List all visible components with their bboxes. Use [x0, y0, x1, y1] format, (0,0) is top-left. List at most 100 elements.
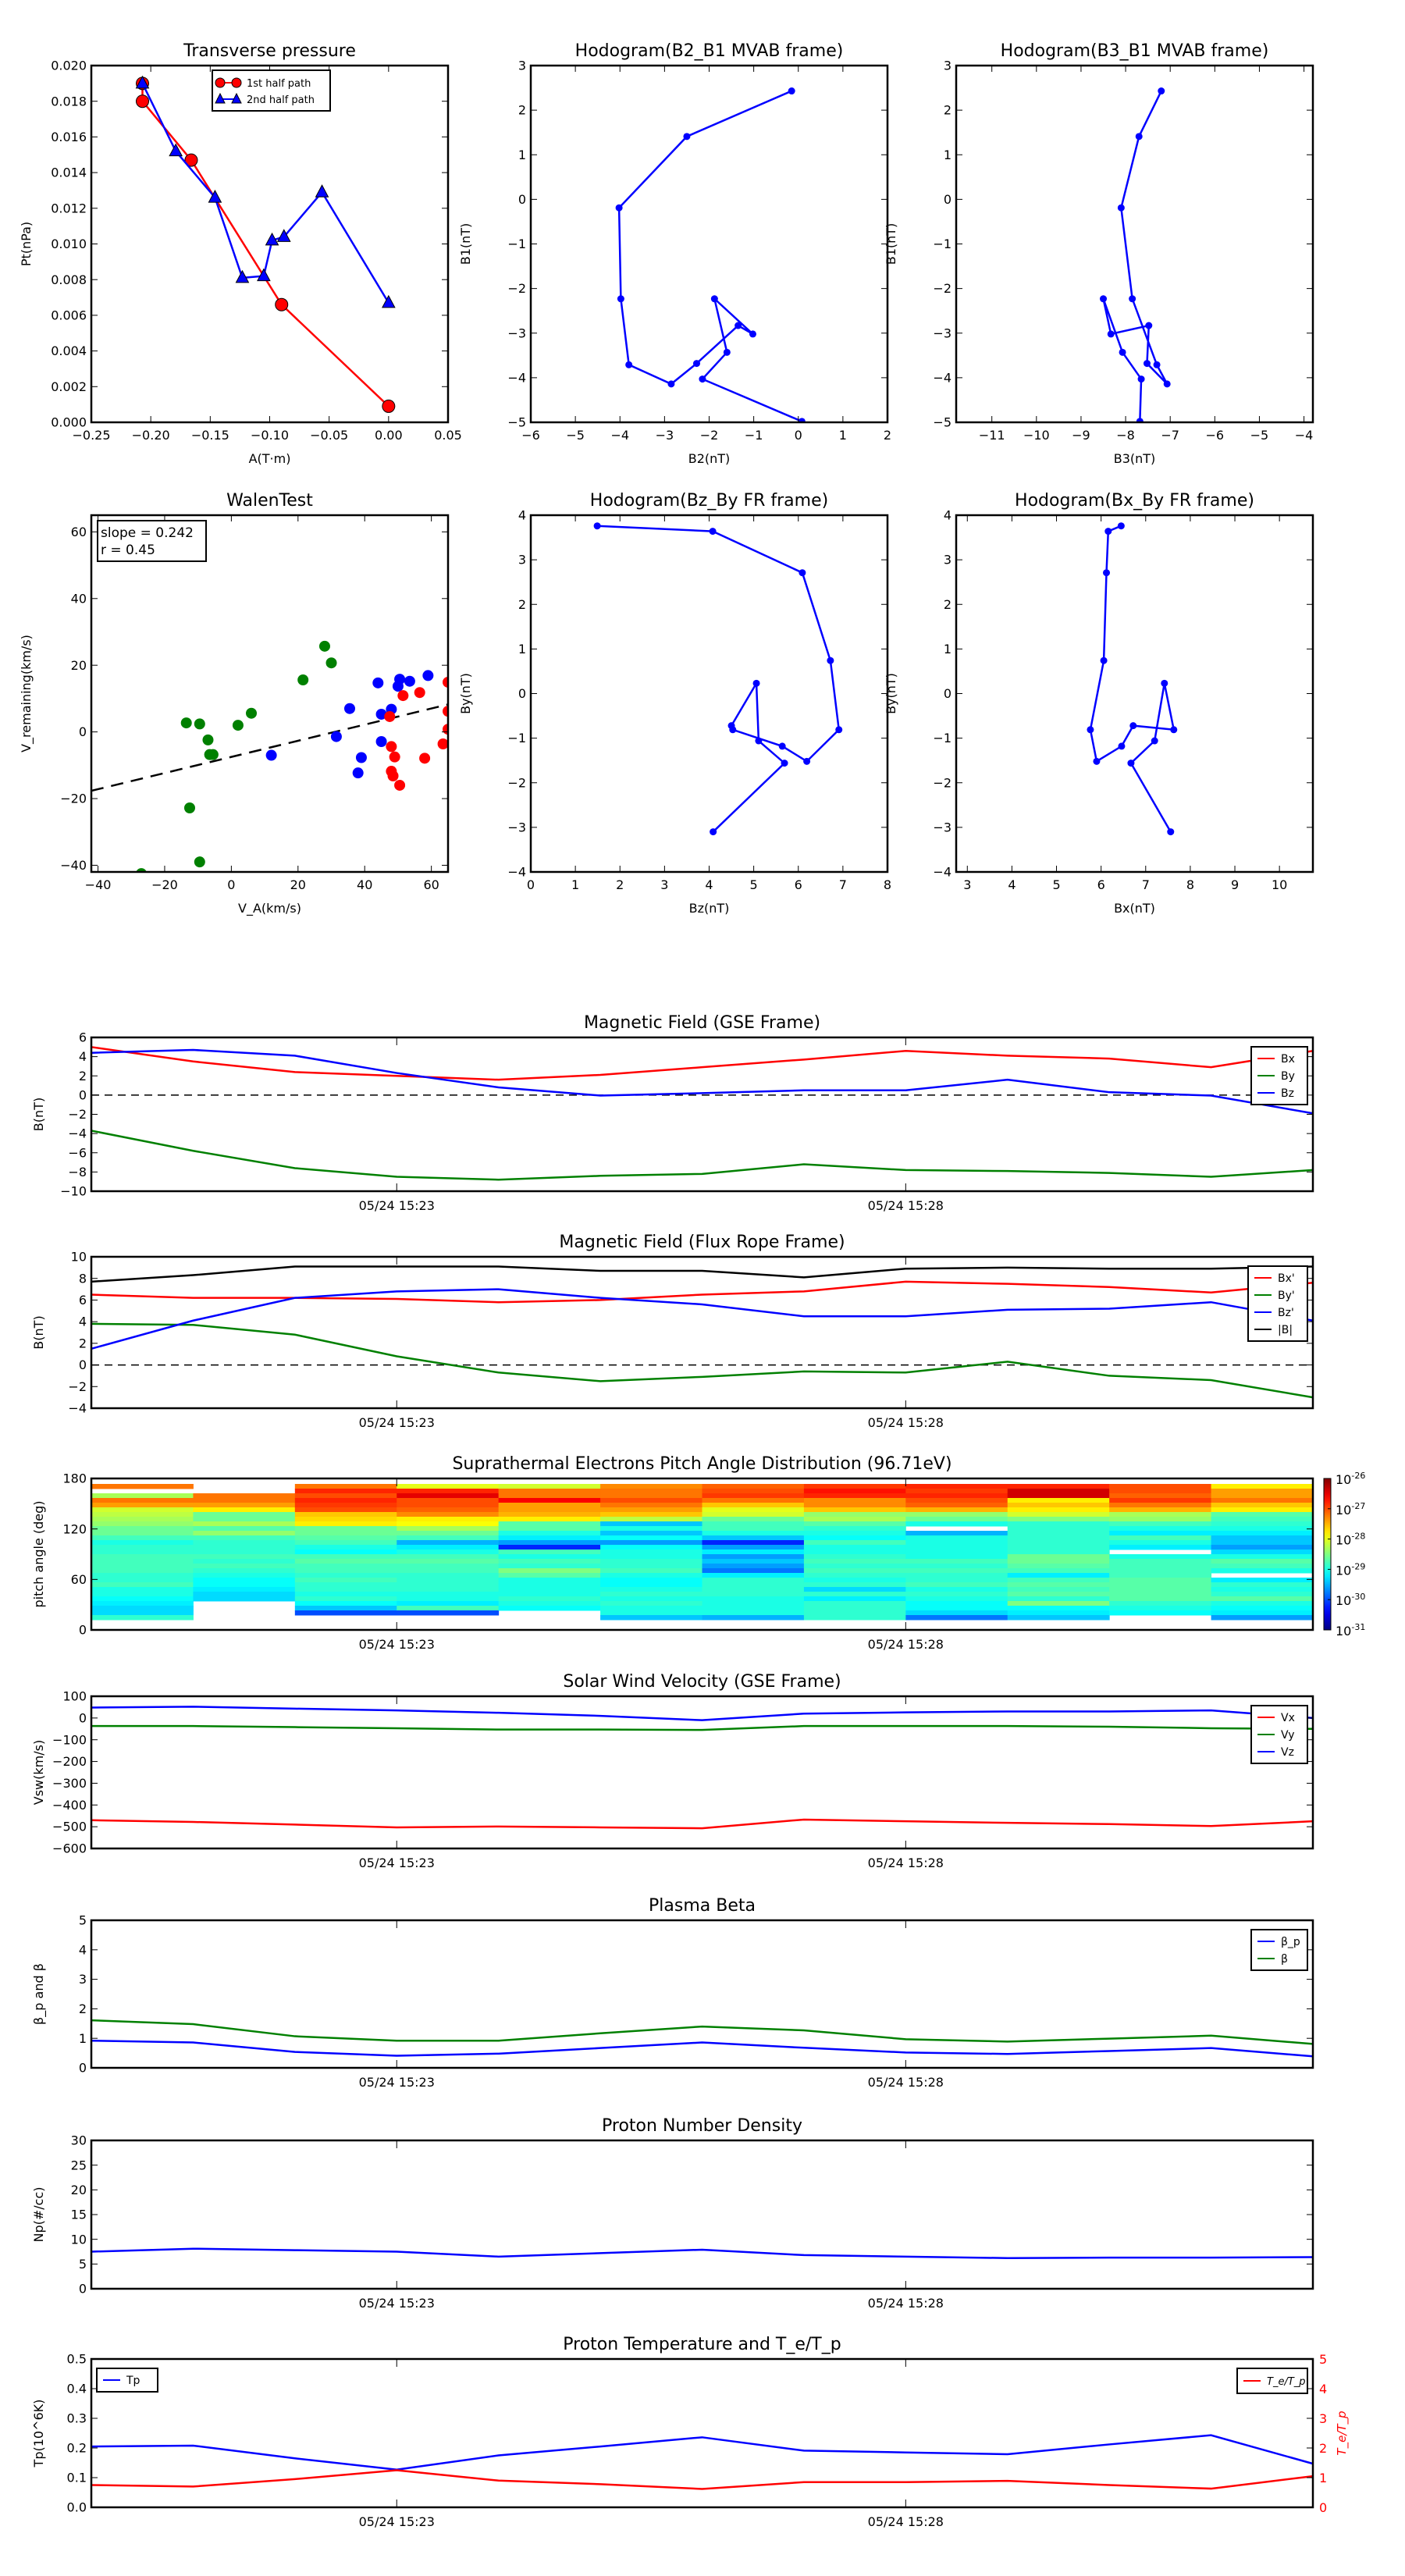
heatmap-cell — [1007, 1512, 1110, 1517]
heatmap-cell — [294, 1601, 397, 1606]
y-tick-label: 6 — [79, 1293, 87, 1308]
heatmap-cell — [91, 1578, 194, 1583]
heatmap-cell — [397, 1484, 500, 1489]
heatmap-cell — [905, 1610, 1008, 1616]
heatmap-cell — [905, 1615, 1008, 1621]
colorbar-exponent: -31 — [1351, 1622, 1365, 1632]
y-tick-label: 20 — [71, 658, 87, 673]
heatmap-cell — [1211, 1582, 1314, 1588]
data-point — [422, 670, 434, 681]
y-axis-label: B1(nT) — [458, 223, 473, 265]
heatmap-cell — [498, 1540, 601, 1546]
heatmap-cell — [1211, 1521, 1314, 1527]
time-tick-label: 05/24 15:23 — [359, 2296, 435, 2311]
data-point — [208, 190, 222, 203]
data-point — [727, 722, 735, 730]
chart-title: Hodogram(B3_B1 MVAB frame) — [1001, 41, 1269, 61]
x-tick-label: −4 — [1295, 428, 1314, 443]
heatmap-cell — [803, 1559, 906, 1564]
y-tick-label: −3 — [933, 326, 951, 340]
heatmap-cell — [702, 1615, 805, 1621]
chart-title: Transverse pressure — [183, 41, 356, 61]
y-tick-label: −2 — [507, 281, 526, 296]
heatmap-cell — [600, 1578, 702, 1583]
heatmap-cell — [905, 1559, 1008, 1564]
heatmap-cell — [1007, 1521, 1110, 1527]
data-point — [404, 675, 415, 687]
y-tick-label: 0 — [944, 192, 951, 207]
heatmap-cell — [702, 1592, 805, 1597]
heatmap-cell — [193, 1540, 296, 1546]
data-point — [799, 569, 806, 577]
colorbar-tick-label: 10-30 — [1336, 1592, 1365, 1608]
heatmap-cell — [905, 1521, 1008, 1527]
y-tick-label: −4 — [933, 865, 951, 880]
data-point — [1151, 737, 1158, 745]
chart-title: Plasma Beta — [649, 1896, 756, 1916]
x-tick-label: −8 — [1116, 428, 1135, 443]
y-tick-label: 60 — [71, 1572, 87, 1587]
heatmap-cell — [600, 1550, 702, 1555]
heatmap-cell — [1211, 1507, 1314, 1513]
x-axis-label: A(T·m) — [249, 451, 291, 466]
y-tick-label: 20 — [71, 2183, 87, 2197]
x-tick-label: 10 — [1272, 877, 1287, 892]
data-point — [1137, 375, 1145, 383]
heatmap-cell — [397, 1596, 500, 1602]
heatmap-cell — [600, 1484, 702, 1489]
y-tick-label: 1 — [518, 642, 526, 656]
heatmap-cell — [397, 1592, 500, 1597]
heatmap-cell — [397, 1535, 500, 1541]
heatmap-cell — [91, 1610, 194, 1616]
heatmap-cell — [600, 1503, 702, 1508]
y-axis-label: B(nT) — [31, 1315, 46, 1349]
x-tick-label: 5 — [1052, 877, 1060, 892]
x-tick-label: −9 — [1072, 428, 1090, 443]
heatmap-cell — [397, 1517, 500, 1522]
y-tick-label: −100 — [52, 1732, 87, 1747]
data-point — [1100, 656, 1108, 664]
data-point — [1170, 726, 1178, 734]
x-tick-label: −0.05 — [310, 428, 348, 443]
colorbar — [1323, 1478, 1332, 1631]
y-tick-label: 60 — [71, 525, 87, 539]
heatmap-cell — [1007, 1564, 1110, 1569]
legend: Vx Vy Vz — [1250, 1705, 1308, 1764]
legend-box — [1250, 1929, 1308, 1971]
y-tick-label: 0 — [518, 686, 526, 701]
y-tick-label: 3 — [79, 1972, 87, 1987]
heatmap-cell — [702, 1507, 805, 1513]
heatmap-cell — [600, 1601, 702, 1606]
data-point — [1129, 722, 1137, 730]
heatmap-cell — [905, 1498, 1008, 1503]
data-point — [1158, 87, 1165, 95]
heatmap-cell — [702, 1540, 805, 1546]
data-point — [394, 779, 406, 791]
data-point — [372, 677, 384, 688]
heatmap-cell — [1211, 1610, 1314, 1616]
y-tick-label: −5 — [507, 415, 526, 430]
heatmap-cell — [498, 1489, 601, 1494]
y-tick-label: −2 — [933, 281, 951, 296]
colorbar-tick-label: 10-28 — [1336, 1532, 1365, 1548]
data-point — [1119, 348, 1126, 356]
heatmap-cell — [193, 1573, 296, 1578]
heatmap-cell — [1109, 1507, 1212, 1513]
data-point — [788, 87, 795, 95]
x-tick-label: 0 — [227, 877, 235, 892]
x-tick-label: 4 — [705, 877, 713, 892]
data-point — [699, 375, 706, 383]
y-tick-label: 0.2 — [67, 2441, 87, 2456]
heatmap-cell — [803, 1615, 906, 1621]
heatmap-cell — [498, 1545, 601, 1550]
y-tick-label: 0.008 — [51, 272, 87, 287]
data-point — [202, 734, 214, 745]
y-tick-label: 2 — [944, 103, 951, 118]
y-tick-label: 4 — [79, 1049, 87, 1064]
heatmap-cell — [397, 1503, 500, 1508]
x-tick-label: 8 — [1186, 877, 1194, 892]
x-tick-label: 3 — [963, 877, 971, 892]
heatmap-cell — [91, 1517, 194, 1522]
heatmap-cell — [803, 1503, 906, 1508]
heatmap-cell — [803, 1568, 906, 1574]
